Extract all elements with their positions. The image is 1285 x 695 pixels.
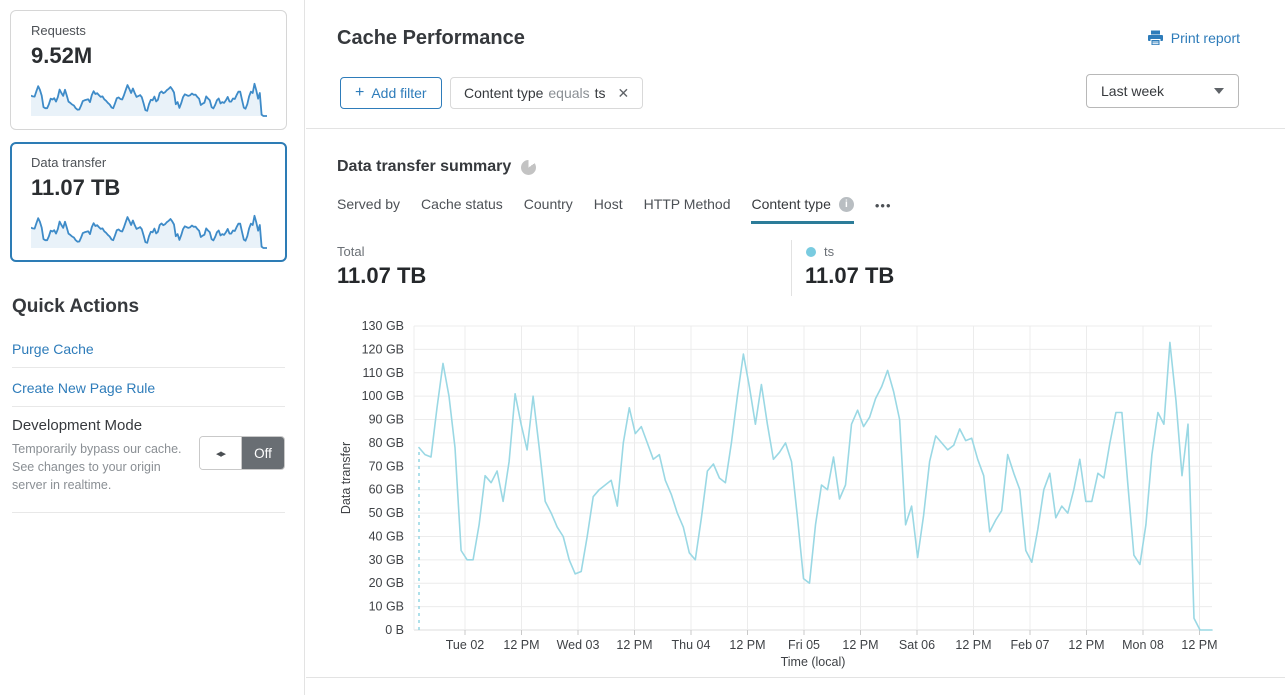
sidebar-divider	[12, 406, 285, 407]
svg-text:50 GB: 50 GB	[369, 506, 404, 520]
series-value: 11.07 TB	[805, 263, 895, 288]
sidebar-divider	[12, 512, 285, 513]
svg-text:12 PM: 12 PM	[616, 638, 652, 652]
data-transfer-line-chart: 0 B 10 GB 20 GB 30 GB 40 GB 50 GB 60 GB 70 GB 80…	[339, 319, 1218, 669]
series-legend: ts	[806, 244, 834, 259]
svg-text:12 PM: 12 PM	[1068, 638, 1104, 652]
filter-value: ts	[594, 85, 606, 101]
svg-text:Time (local): Time (local)	[781, 655, 846, 669]
svg-text:12 PM: 12 PM	[955, 638, 991, 652]
chevron-down-icon	[1214, 88, 1224, 94]
remove-filter-icon[interactable]: ✕	[617, 84, 630, 101]
svg-text:40 GB: 40 GB	[369, 529, 404, 543]
svg-text:Feb 07: Feb 07	[1011, 638, 1050, 652]
section-bottom-divider	[306, 677, 1285, 678]
tab-host[interactable]: Host	[593, 196, 623, 212]
purge-cache-link[interactable]: Purge Cache	[12, 341, 94, 357]
filter-operator: equals	[548, 85, 590, 101]
svg-text:60 GB: 60 GB	[369, 483, 404, 497]
total-value: 11.07 TB	[337, 263, 427, 288]
svg-text:120 GB: 120 GB	[362, 342, 404, 356]
development-mode-description: Temporarily bypass our cache. See change…	[12, 442, 182, 492]
data-transfer-metric-card[interactable]: Data transfer 11.07 TB	[10, 142, 287, 262]
series-name: ts	[824, 244, 835, 259]
requests-metric-card[interactable]: Requests 9.52M	[10, 10, 287, 130]
main-content: Cache Performance Print report + Add fil…	[306, 0, 1285, 695]
info-icon[interactable]	[838, 196, 854, 212]
data-transfer-sparkline-chart	[31, 214, 267, 249]
svg-text:Wed 03: Wed 03	[557, 638, 600, 652]
page-title: Cache Performance	[337, 27, 525, 49]
toggle-state-label: Off	[242, 437, 284, 469]
tab-content-type[interactable]: Content type	[751, 196, 854, 224]
filter-field: Content type	[464, 85, 544, 101]
data-transfer-card-value: 11.07 TB	[31, 175, 121, 200]
sidebar-divider	[12, 367, 285, 368]
svg-text:12 PM: 12 PM	[729, 638, 765, 652]
more-tabs-menu[interactable]: •••	[874, 198, 892, 213]
requests-card-label: Requests	[31, 23, 86, 38]
svg-text:Sat 06: Sat 06	[899, 638, 935, 652]
data-transfer-card-label: Data transfer	[31, 155, 107, 170]
requests-sparkline-chart	[31, 82, 267, 117]
svg-text:Thu 04: Thu 04	[672, 638, 711, 652]
svg-text:0 B: 0 B	[385, 623, 404, 637]
svg-text:90 GB: 90 GB	[369, 413, 404, 427]
tab-country[interactable]: Country	[523, 196, 573, 212]
time-range-select[interactable]: Last week	[1086, 74, 1239, 108]
analytics-sidebar: Requests 9.52M Data transfer 11.07 TB Qu…	[0, 0, 305, 695]
header-divider	[306, 128, 1285, 129]
svg-text:110 GB: 110 GB	[363, 366, 404, 380]
development-mode-label: Development Mode	[12, 417, 143, 434]
add-filter-button[interactable]: + Add filter	[340, 77, 442, 109]
svg-text:Fri 05: Fri 05	[788, 638, 820, 652]
create-page-rule-link[interactable]: Create New Page Rule	[12, 380, 156, 396]
svg-text:Data transfer: Data transfer	[339, 442, 353, 514]
plus-icon: +	[355, 84, 365, 101]
svg-text:12 PM: 12 PM	[1181, 638, 1217, 652]
quick-actions-title: Quick Actions	[12, 296, 140, 317]
svg-text:Mon 08: Mon 08	[1122, 638, 1164, 652]
series-color-dot-icon	[806, 246, 816, 257]
toggle-arrows-icon	[200, 437, 242, 469]
summary-section-title: Data transfer summary	[337, 158, 512, 175]
svg-text:12 PM: 12 PM	[503, 638, 539, 652]
tab-served-by[interactable]: Served by	[337, 196, 401, 212]
add-filter-label: Add filter	[371, 85, 427, 101]
content-type-filter-chip[interactable]: Content type equals ts ✕	[450, 77, 644, 109]
time-range-value: Last week	[1101, 83, 1165, 99]
svg-text:20 GB: 20 GB	[369, 576, 404, 590]
svg-text:10 GB: 10 GB	[369, 600, 404, 614]
svg-text:100 GB: 100 GB	[362, 389, 404, 403]
requests-card-value: 9.52M	[31, 43, 93, 68]
svg-text:30 GB: 30 GB	[369, 553, 404, 567]
pie-loading-icon	[521, 159, 537, 175]
stats-divider	[791, 240, 792, 296]
development-mode-toggle[interactable]: Off	[199, 436, 285, 470]
dimension-tabs: Served by Cache status Country Host HTTP…	[337, 196, 892, 224]
print-report-button[interactable]: Print report	[1147, 30, 1240, 46]
tab-cache-status[interactable]: Cache status	[421, 196, 503, 212]
total-label: Total	[337, 244, 365, 259]
svg-text:70 GB: 70 GB	[369, 459, 404, 473]
svg-text:12 PM: 12 PM	[842, 638, 878, 652]
printer-icon	[1147, 30, 1163, 46]
svg-text:80 GB: 80 GB	[369, 436, 404, 450]
svg-text:Tue 02: Tue 02	[446, 638, 485, 652]
print-report-label: Print report	[1170, 30, 1240, 46]
svg-text:130 GB: 130 GB	[362, 319, 404, 333]
tab-http-method[interactable]: HTTP Method	[643, 196, 731, 212]
